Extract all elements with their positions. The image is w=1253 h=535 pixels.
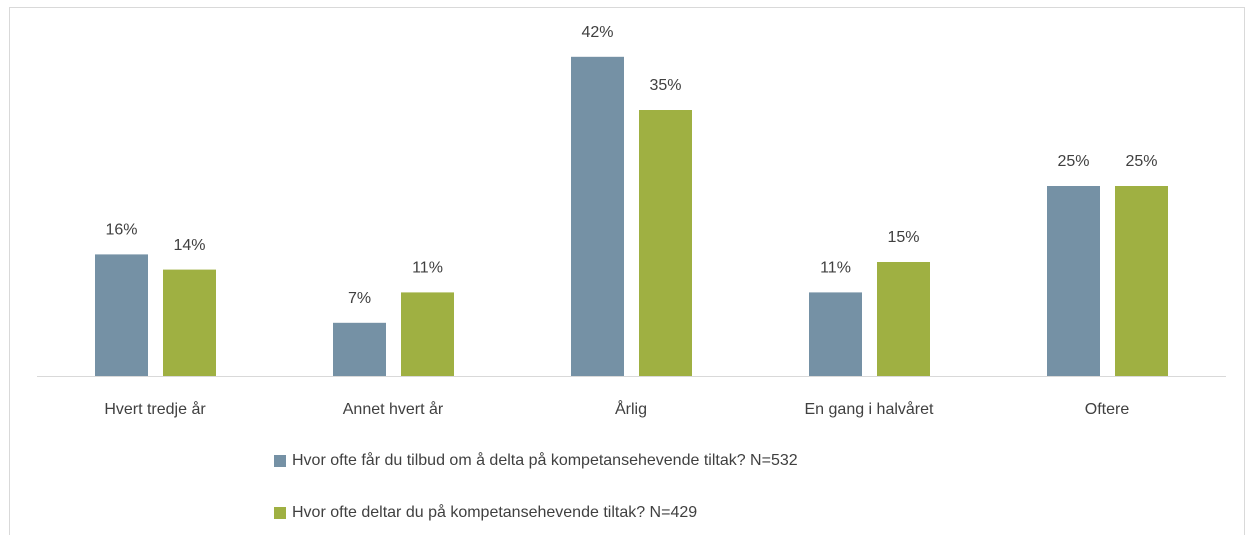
chart-frame: [9, 7, 1245, 535]
value-label: 25%: [1125, 153, 1157, 170]
value-label: 25%: [1057, 153, 1089, 170]
x-tick-label: Hvert tredje år: [104, 400, 206, 418]
legend-label: Hvor ofte deltar du på kompetansehevende…: [292, 503, 697, 521]
bar: [809, 292, 862, 376]
value-label: 11%: [412, 260, 443, 277]
bar: [401, 292, 454, 376]
x-tick-label: Annet hvert år: [343, 400, 444, 418]
bar: [163, 269, 216, 376]
value-label: 11%: [820, 260, 851, 277]
bar: [639, 110, 692, 376]
value-label: 42%: [581, 24, 613, 41]
value-label: 15%: [887, 229, 919, 246]
legend-swatch: [274, 507, 286, 519]
x-tick-label: Oftere: [1085, 401, 1130, 418]
bar: [1115, 186, 1168, 376]
bar: [95, 254, 148, 376]
bar: [571, 56, 624, 377]
value-label: 35%: [649, 77, 681, 94]
x-tick-label: En gang i halvåret: [805, 400, 935, 418]
legend-label: Hvor ofte får du tilbud om å delta på ko…: [292, 451, 798, 469]
x-tick-label: Årlig: [615, 399, 647, 418]
value-label: 7%: [348, 290, 371, 307]
bar: [1047, 186, 1100, 376]
legend-swatch: [274, 455, 286, 467]
bar: [333, 322, 386, 376]
value-label: 16%: [105, 222, 137, 239]
bar: [877, 262, 930, 376]
value-label: 14%: [173, 237, 205, 254]
